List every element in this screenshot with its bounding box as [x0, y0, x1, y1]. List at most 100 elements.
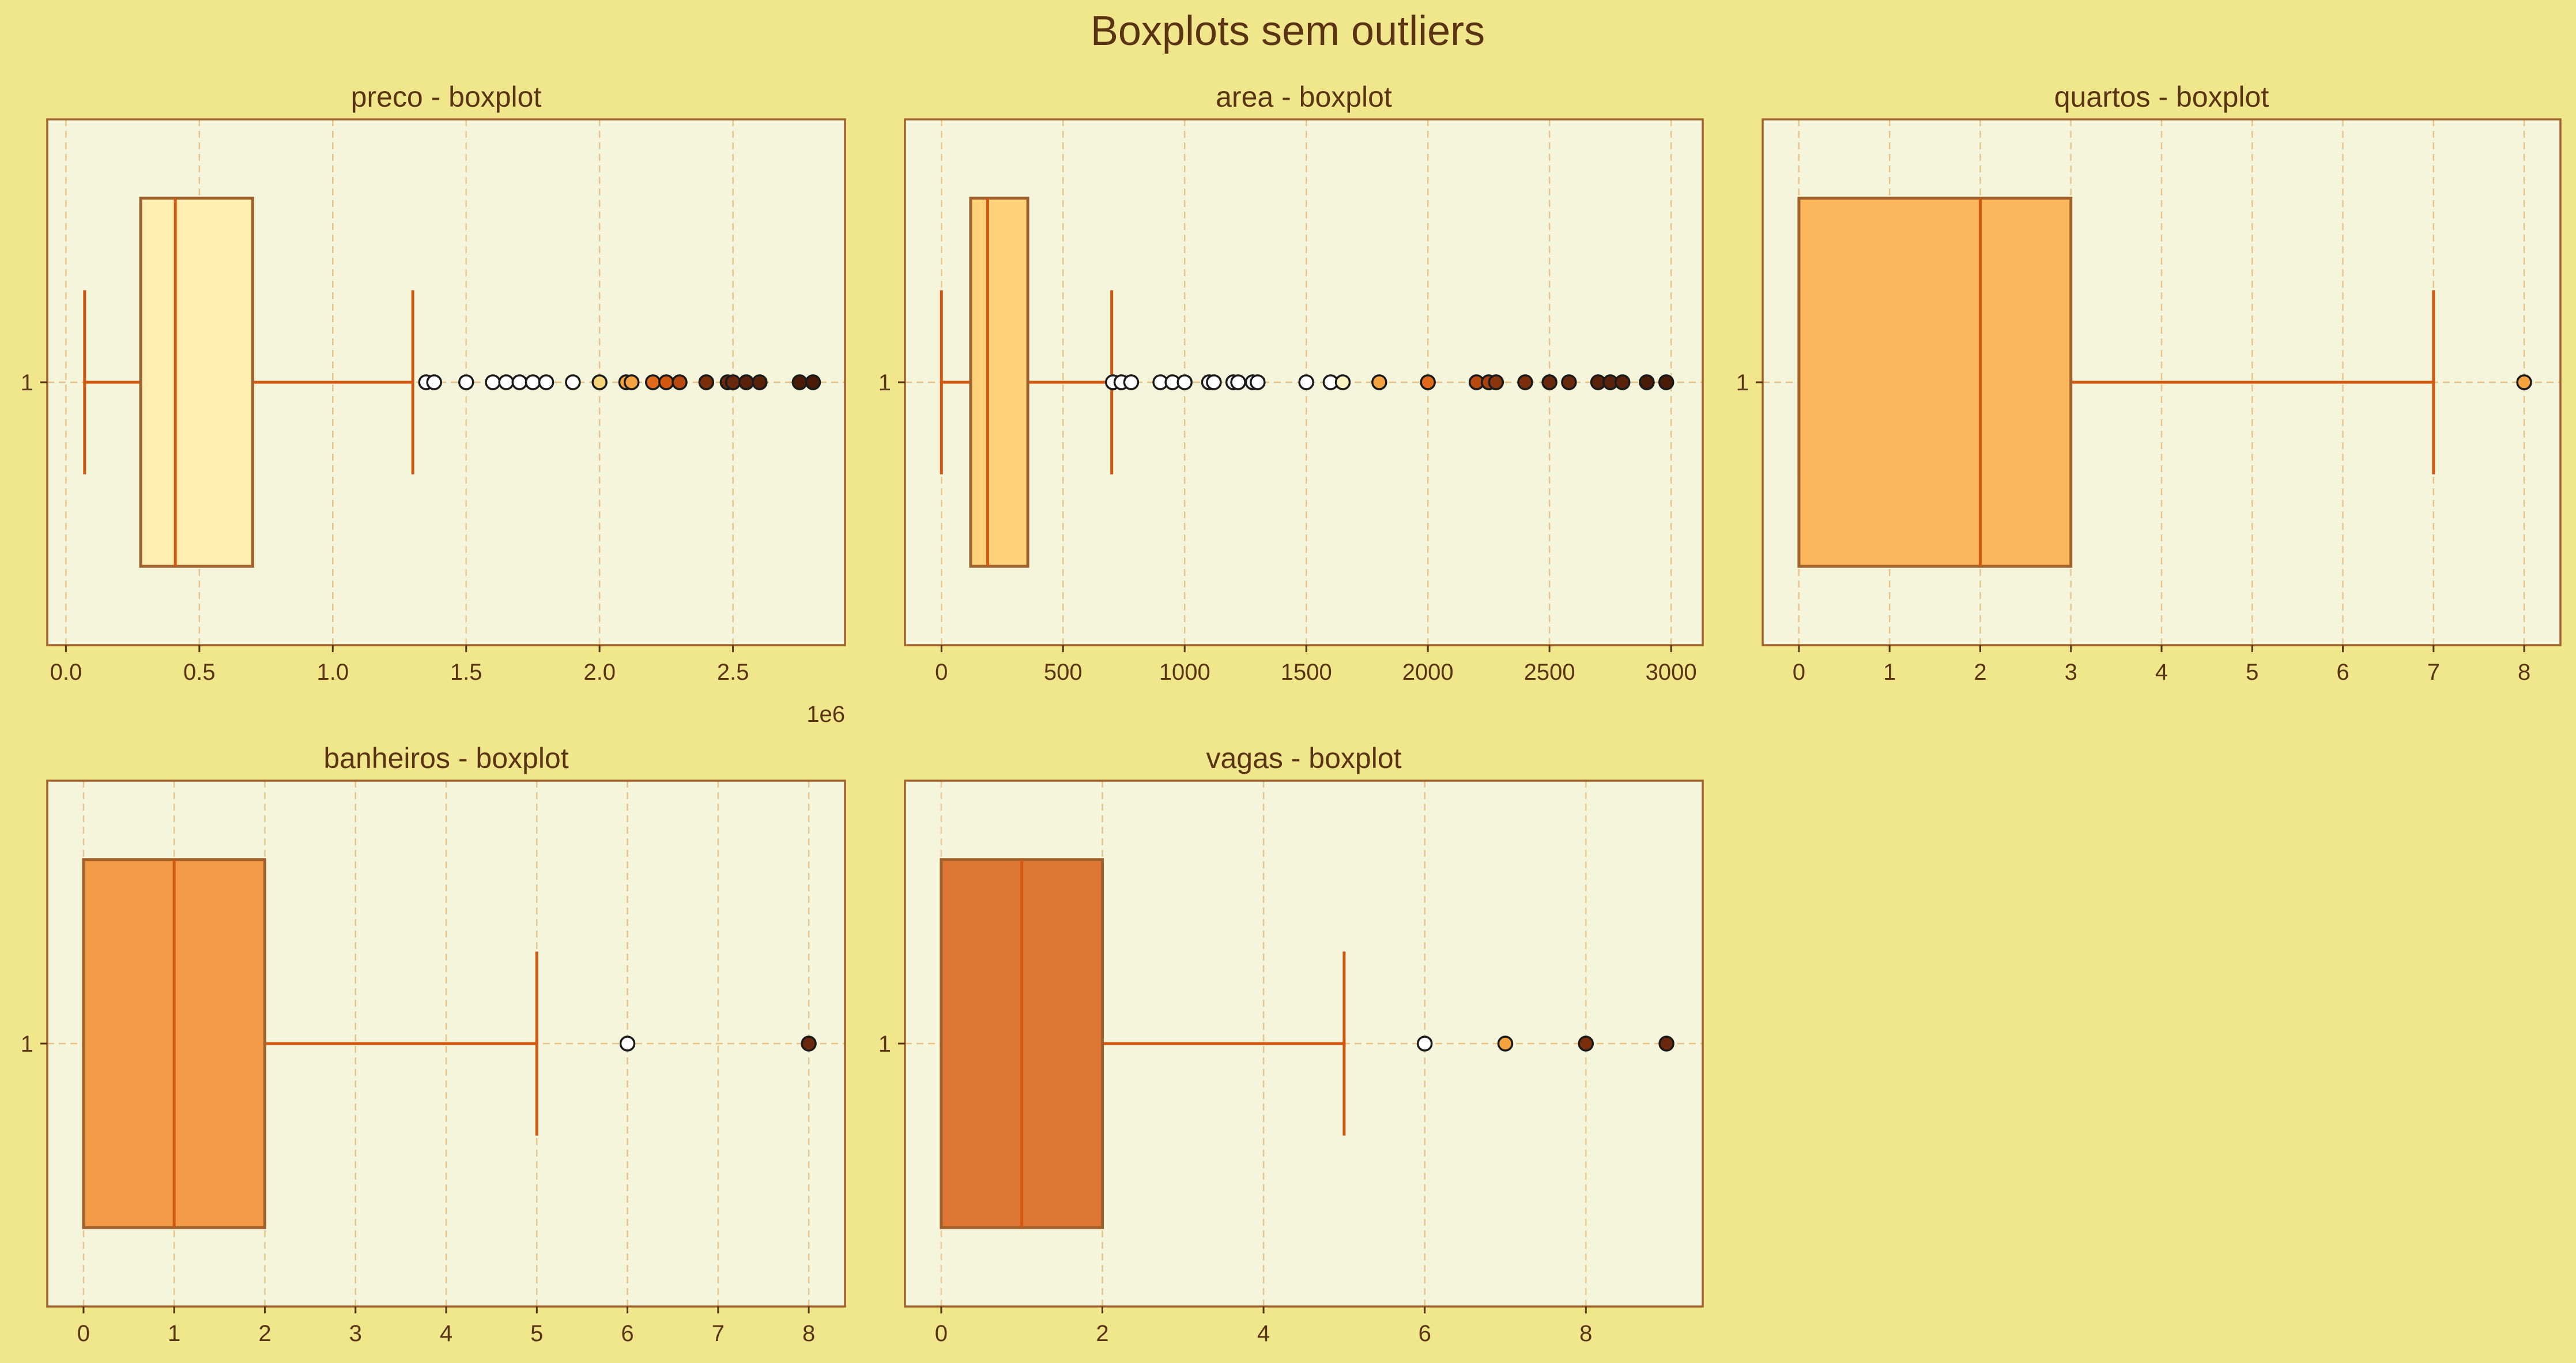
x-tick-label: 4 [2155, 660, 2168, 685]
outlier-point [752, 374, 768, 390]
box [1797, 197, 2073, 568]
outlier-point [485, 374, 501, 390]
subplot-3: 0 1 2 3 4 5 6 7 8 1 quartos - boxplot [1736, 81, 2562, 685]
outlier-point [1230, 374, 1246, 390]
x-tick-label: 1.5 [450, 660, 482, 685]
outlier-point [591, 374, 608, 390]
x-tick-label: 1.0 [316, 660, 349, 685]
subplot-title: banheiros - boxplot [323, 742, 568, 774]
box [139, 197, 254, 568]
x-tick-label: 2500 [1524, 660, 1575, 685]
outlier-point [623, 374, 640, 390]
outlier-point [672, 374, 688, 390]
x-tick-label: 4 [440, 1321, 452, 1346]
y-tick-label: 1 [21, 370, 33, 396]
x-tick-label: 0 [935, 660, 948, 685]
x-tick-label: 7 [2427, 660, 2440, 685]
subplot-1: 0.0 0.5 1.0 1.5 2.0 2.5 1 1e6 preco - boxplot [21, 81, 846, 727]
x-tick-label: 0.0 [50, 660, 82, 685]
outlier-point [658, 374, 674, 390]
outlier-point [458, 374, 474, 390]
outlier-point [565, 374, 581, 390]
outlier-point [1298, 374, 1314, 390]
x-tick-label: 0 [1793, 660, 1805, 685]
outlier-point [1615, 374, 1631, 390]
x-tick-label: 3 [2065, 660, 2077, 685]
subplot-5: 0 2 4 6 8 1 vagas - boxplot [878, 742, 1704, 1346]
x-tick-label: 6 [621, 1321, 633, 1346]
x-tick-label: 2 [258, 1321, 271, 1346]
x-tick-label: 0.5 [183, 660, 216, 685]
outlier-point [1497, 1036, 1514, 1052]
x-tick-label: 2.0 [583, 660, 616, 685]
outlier-point [738, 374, 755, 390]
x-tick-label: 6 [2336, 660, 2349, 685]
y-tick-label: 1 [878, 370, 891, 396]
outlier-point [1416, 1036, 1433, 1052]
subplot-2: 0 500 1000 1500 2000 2500 3000 1 area - boxplot [878, 81, 1704, 685]
outlier-point [1658, 374, 1674, 390]
subplot-title: preco - boxplot [351, 81, 542, 113]
outlier-point [1541, 374, 1557, 390]
outlier-point [1123, 374, 1140, 390]
x-tick-label: 7 [712, 1321, 725, 1346]
outlier-point [1639, 374, 1655, 390]
x-tick-label: 4 [1257, 1321, 1270, 1346]
outlier-point [1250, 374, 1266, 390]
outlier-point [1206, 374, 1222, 390]
x-tick-label: 3 [349, 1321, 362, 1346]
x-tick-label: 5 [2246, 660, 2258, 685]
outlier-point [644, 374, 661, 390]
outlier-point [1517, 374, 1533, 390]
x-tick-label: 5 [530, 1321, 543, 1346]
x-tick-label: 2 [1974, 660, 1986, 685]
outlier-point [1488, 374, 1504, 390]
y-tick-label: 1 [21, 1031, 33, 1057]
outlier-point [1658, 1036, 1674, 1052]
subplot-title: area - boxplot [1216, 81, 1392, 113]
outlier-point [725, 374, 741, 390]
x-tick-label: 0 [935, 1321, 948, 1346]
outlier-point [619, 1036, 636, 1052]
x-tick-label: 1000 [1159, 660, 1210, 685]
outlier-point [498, 374, 514, 390]
outlier-point [1561, 374, 1577, 390]
x-tick-label: 3000 [1646, 660, 1697, 685]
outlier-point [801, 1036, 817, 1052]
x-tick-label: 500 [1044, 660, 1083, 685]
outlier-point [805, 374, 821, 390]
x-tick-label: 8 [1579, 1321, 1592, 1346]
subplot-title: vagas - boxplot [1206, 742, 1401, 774]
y-tick-label: 1 [878, 1031, 891, 1057]
outlier-point [1371, 374, 1387, 390]
outlier-point [1578, 1036, 1594, 1052]
subplot-title: quartos - boxplot [2054, 81, 2269, 113]
outlier-point [1334, 374, 1351, 390]
outlier-point [698, 374, 715, 390]
x-tick-label: 1 [1883, 660, 1896, 685]
outlier-point [1176, 374, 1193, 390]
x-tick-label: 8 [802, 1321, 815, 1346]
x-tick-label: 6 [1419, 1321, 1431, 1346]
x-tick-label: 0 [77, 1321, 90, 1346]
outlier-point [538, 374, 555, 390]
y-tick-label: 1 [1736, 370, 1749, 396]
outlier-point [791, 374, 808, 390]
outlier-point [426, 374, 442, 390]
figure-title: Boxplots sem outliers [1091, 8, 1485, 54]
x-tick-label: 2000 [1402, 660, 1454, 685]
subplot-4: 0 1 2 3 4 5 6 7 8 1 banheiros - boxplot [21, 742, 846, 1346]
x-tick-label: 8 [2518, 660, 2530, 685]
outlier-point [1420, 374, 1436, 390]
x-tick-label: 1 [168, 1321, 180, 1346]
x-offset-label: 1e6 [806, 702, 845, 727]
x-tick-label: 2.5 [717, 660, 749, 685]
box [969, 197, 1029, 568]
outlier-point [525, 374, 541, 390]
x-tick-label: 1500 [1281, 660, 1332, 685]
x-tick-label: 2 [1096, 1321, 1108, 1346]
outlier-point [2516, 374, 2532, 390]
outlier-point [511, 374, 528, 390]
